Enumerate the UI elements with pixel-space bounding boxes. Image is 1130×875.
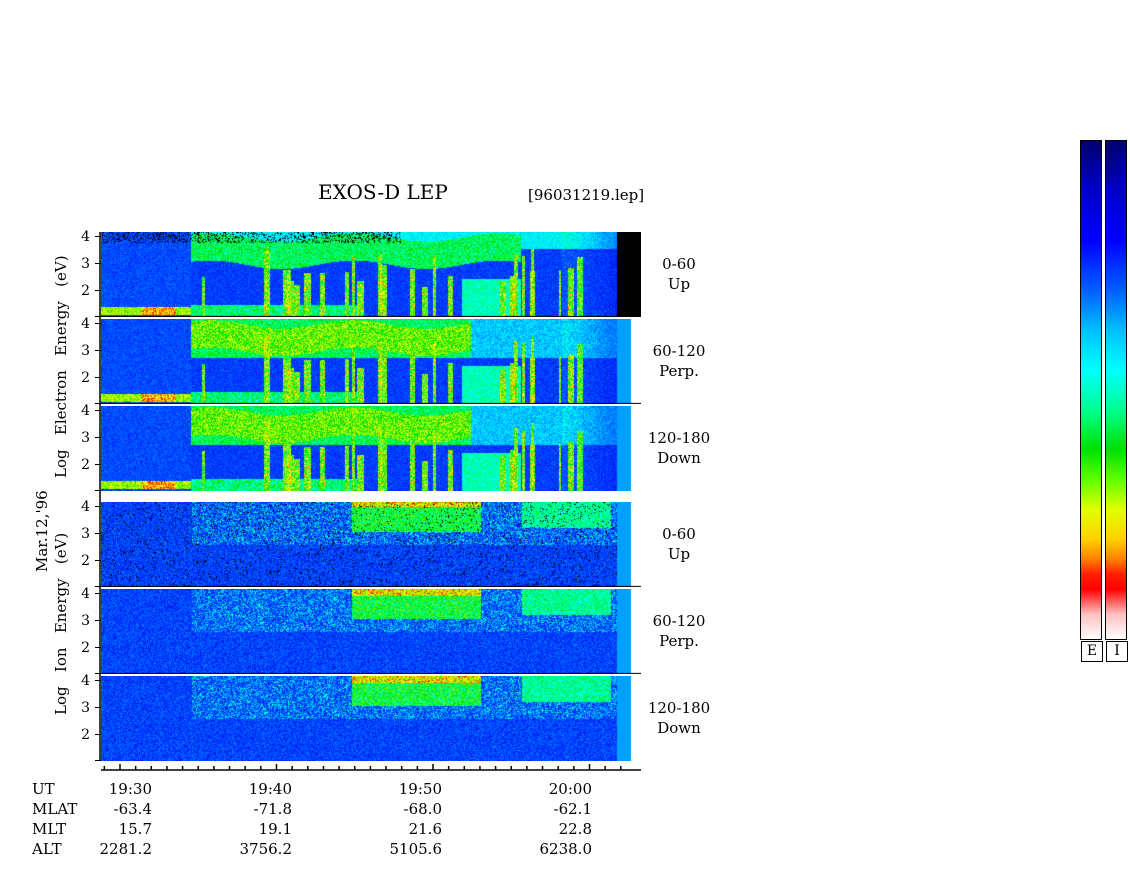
spectrogram-panel-electron-perp: [101, 319, 641, 404]
ephemeris-value: 19:50: [398, 780, 442, 798]
y-tick: [95, 707, 101, 708]
y-tick-label: 3: [81, 526, 90, 542]
spectrogram-panel-electron-up: [101, 232, 641, 317]
spectrogram-panel-ion-perp: [101, 589, 641, 674]
pitch-angle-range: 60-120: [652, 342, 706, 360]
pitch-angle-direction: Perp.: [659, 632, 699, 650]
y-tick: [95, 403, 101, 404]
y-tick-label: 2: [81, 640, 90, 656]
spectrogram-panel-electron-down: [101, 406, 641, 491]
ephemeris-value: 19.1: [258, 820, 292, 838]
spectrogram-panel-ion-down: [101, 676, 641, 761]
pitch-angle-label: 60-120 Perp.: [639, 341, 719, 381]
y-tick: [95, 506, 101, 507]
pitch-angle-range: 0-60: [662, 525, 696, 543]
y-tick: [95, 734, 101, 735]
y-tick-label: 4: [81, 499, 90, 515]
chart-title: EXOS-D LEP: [318, 180, 448, 204]
y-tick: [95, 647, 101, 648]
pitch-angle-label: 0-60 Up: [639, 254, 719, 294]
y-tick: [95, 533, 101, 534]
y-tick-label: 3: [81, 700, 90, 716]
y-tick-label: 3: [81, 613, 90, 629]
ephemeris-row-label: MLAT: [32, 800, 78, 818]
ephemeris-row-label: ALT: [32, 840, 62, 858]
pitch-angle-direction: Perp.: [659, 362, 699, 380]
y-tick: [95, 236, 101, 237]
y-tick: [95, 586, 101, 587]
ion-scale-label: I: [1106, 641, 1128, 662]
ephemeris-value: -62.1: [553, 800, 592, 818]
pitch-angle-label: 0-60 Up: [639, 524, 719, 564]
ephemeris-value: 5105.6: [389, 840, 443, 858]
y-tick: [95, 464, 101, 465]
y-tick: [95, 437, 101, 438]
ephemeris-value: 3756.2: [239, 840, 293, 858]
pitch-angle-range: 120-180: [647, 429, 711, 447]
y-tick: [95, 316, 101, 317]
y-tick-label: 2: [81, 553, 90, 569]
pitch-angle-label: 120-180 Down: [639, 428, 719, 468]
pitch-angle-range: 60-120: [652, 612, 706, 630]
ephemeris-value: 20:00: [548, 780, 592, 798]
y-tick: [95, 620, 101, 621]
ephemeris-value: 22.8: [558, 820, 592, 838]
y-tick: [95, 290, 101, 291]
spectrogram-panel-ion-up: [101, 502, 641, 587]
y-tick: [95, 410, 101, 411]
pitch-angle-label: 120-180 Down: [639, 698, 719, 738]
pitch-angle-label: 60-120 Perp.: [639, 611, 719, 651]
pitch-angle-direction: Up: [667, 275, 691, 293]
y-tick: [95, 323, 101, 324]
ephemeris-value: 15.7: [118, 820, 152, 838]
ephemeris-value: 2281.2: [99, 840, 153, 858]
spectrogram-canvas: [101, 502, 641, 587]
pitch-angle-direction: Down: [657, 449, 701, 467]
file-name: [96031219.lep]: [528, 186, 645, 204]
ion-color-scale: [1105, 140, 1127, 640]
y-tick-label: 4: [81, 316, 90, 332]
spectrogram-canvas: [101, 589, 641, 674]
y-tick-label: 4: [81, 673, 90, 689]
y-tick-label: 2: [81, 283, 90, 299]
spectrogram-canvas: [101, 676, 641, 761]
y-tick: [95, 560, 101, 561]
y-tick: [95, 263, 101, 264]
y-tick-label: 2: [81, 370, 90, 386]
y-tick-label: 2: [81, 727, 90, 743]
y-tick-label: 2: [81, 457, 90, 473]
y-tick-label: 4: [81, 229, 90, 245]
ephemeris-value: 19:30: [108, 780, 152, 798]
y-tick-label: 4: [81, 586, 90, 602]
ephemeris-row-label: UT: [32, 780, 55, 798]
spectrogram-canvas: [101, 406, 641, 491]
pitch-angle-direction: Up: [667, 545, 691, 563]
y-tick: [95, 760, 101, 761]
spectrogram-canvas: [101, 232, 641, 317]
pitch-angle-range: 0-60: [662, 255, 696, 273]
y-tick: [95, 377, 101, 378]
ephemeris-value: 19:40: [248, 780, 292, 798]
y-tick-label: 4: [81, 403, 90, 419]
ephemeris-value: -63.4: [113, 800, 152, 818]
y-tick-label: 3: [81, 256, 90, 272]
spectrogram-canvas: [101, 319, 641, 404]
pitch-angle-direction: Down: [657, 719, 701, 737]
pitch-angle-range: 120-180: [647, 699, 711, 717]
ephemeris-value: -68.0: [403, 800, 442, 818]
y-tick: [95, 350, 101, 351]
ephemeris-value: 6238.0: [539, 840, 593, 858]
electron-scale-label: E: [1081, 641, 1103, 662]
y-tick: [95, 673, 101, 674]
y-tick: [95, 680, 101, 681]
ephemeris-value: -71.8: [253, 800, 292, 818]
y-tick-label: 3: [81, 430, 90, 446]
ephemeris-value: 21.6: [408, 820, 442, 838]
ephemeris-row-label: MLT: [32, 820, 67, 838]
y-tick: [95, 593, 101, 594]
y-tick: [95, 490, 101, 491]
y-tick-label: 3: [81, 343, 90, 359]
electron-color-scale: [1080, 140, 1102, 640]
